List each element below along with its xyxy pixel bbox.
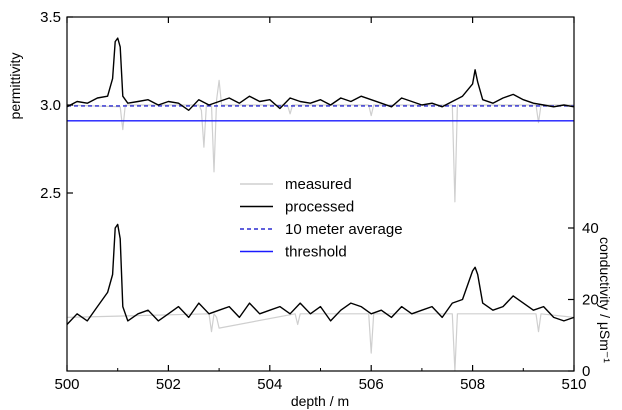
x-tick-label: 502 — [156, 376, 181, 393]
x-axis-title: depth / m — [291, 393, 349, 409]
series-layer — [66, 37, 575, 372]
legend-label-threshold: threshold — [285, 244, 347, 261]
legend-label-processed: processed — [285, 199, 354, 216]
y-right-tick-label: 40 — [582, 220, 599, 237]
y-right-tick-label: 20 — [582, 292, 599, 309]
plot-frame — [66, 16, 575, 372]
x-tick-label: 508 — [460, 376, 485, 393]
x-tick-label: 504 — [257, 376, 282, 393]
y-axis-right-title: conductivity / μSm⁻¹ — [597, 237, 613, 363]
x-tick-label: 506 — [359, 376, 384, 393]
y-left-tick-label: 2.5 — [40, 185, 61, 202]
x-tick-label: 510 — [561, 376, 586, 393]
y-right-tick-label: 0 — [582, 363, 590, 380]
series-line-processed-left — [66, 37, 575, 112]
legend-label-10-meter-average: 10 meter average — [285, 221, 403, 238]
y-left-tick-label: 3.5 — [40, 9, 61, 26]
series-line-processed-right — [66, 223, 575, 325]
y-left-tick-label: 3.0 — [40, 97, 61, 114]
y-axis-left-title: permittivity — [7, 53, 23, 120]
x-tick-label: 500 — [54, 376, 79, 393]
ticks-layer: 500 502 504 506 508 510 2.5 3.0 3.5 0 20 40 — [40, 9, 599, 393]
series-line-measured-right — [66, 313, 575, 372]
legend: measured processed 10 meter average thresho… — [240, 176, 403, 261]
legend-label-measured: measured — [285, 176, 352, 193]
